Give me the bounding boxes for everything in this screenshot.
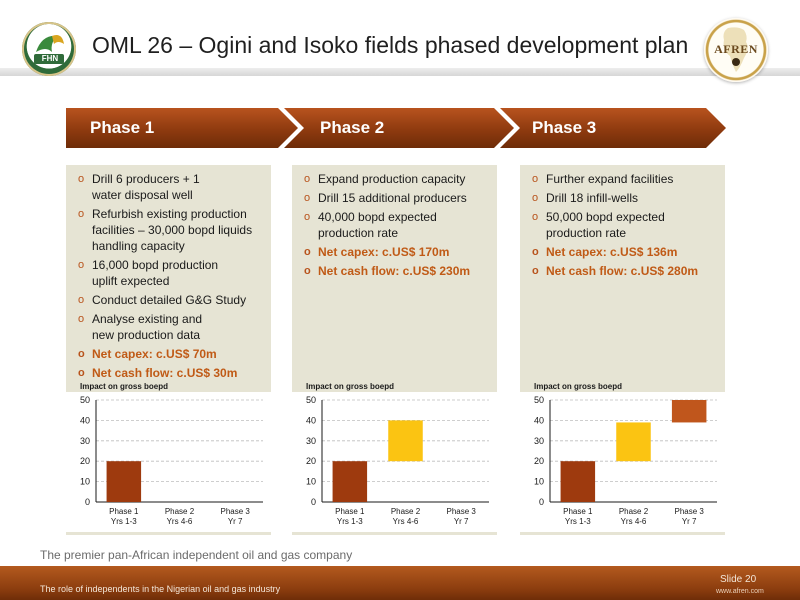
afren-logo-text: AFREN xyxy=(714,42,758,56)
bullet-item: Drill 6 producers + 1 water disposal wel… xyxy=(78,171,222,203)
y-tick-label: 50 xyxy=(534,395,544,405)
fhn-logo-text: FHN xyxy=(41,54,59,63)
x-tick-label: Phase 3 xyxy=(446,507,476,516)
x-tick-label: Yr 7 xyxy=(682,517,697,526)
bullet-item-capex: Net capex: c.US$ 136m xyxy=(532,244,721,260)
phase-2-panel: Expand production capacity Drill 15 addi… xyxy=(292,165,497,535)
bullet-item: 40,000 bopd expected production rate xyxy=(304,209,458,241)
x-tick-label: Yrs 4-6 xyxy=(167,517,193,526)
footer-tagline: The premier pan-African independent oil … xyxy=(40,548,353,562)
bullet-item-cashflow: Net cash flow: c.US$ 30m xyxy=(78,365,267,381)
africa-map-icon xyxy=(723,27,748,72)
phase-2-label: Phase 2 xyxy=(320,118,385,137)
bar-phase-1 xyxy=(560,461,596,502)
phase-arrows xyxy=(66,108,726,148)
slide-number: Slide 20 xyxy=(720,574,757,585)
bullet-item: Drill 15 additional producers xyxy=(304,190,493,206)
bullet-item-capex: Net capex: c.US$ 170m xyxy=(304,244,493,260)
phase-1-label: Phase 1 xyxy=(90,118,155,137)
y-tick-label: 10 xyxy=(534,477,544,487)
x-tick-label: Phase 2 xyxy=(391,507,421,516)
y-tick-label: 30 xyxy=(534,436,544,446)
y-tick-label: 50 xyxy=(80,395,90,405)
bullet-item: 50,000 bopd expected production rate xyxy=(532,209,686,241)
bar-phase-1 xyxy=(332,461,368,502)
x-tick-label: Yr 7 xyxy=(228,517,243,526)
x-tick-label: Phase 1 xyxy=(109,507,139,516)
footer-deck-title: The role of independents in the Nigerian… xyxy=(40,584,281,594)
phase-3-label: Phase 3 xyxy=(532,118,597,137)
bullet-item: Analyse existing and new production data xyxy=(78,311,227,343)
bar-phase-3 xyxy=(671,400,707,423)
x-tick-label: Yrs 1-3 xyxy=(337,517,363,526)
bullet-item: Conduct detailed G&G Study xyxy=(78,292,267,308)
y-tick-label: 20 xyxy=(306,456,316,466)
phase-banner: Phase 1 Phase 2 Phase 3 xyxy=(66,108,726,148)
footer-bar xyxy=(0,566,800,600)
bullet-item-cashflow: Net cash flow: c.US$ 230m xyxy=(304,263,493,279)
y-tick-label: 40 xyxy=(80,415,90,425)
x-tick-label: Phase 3 xyxy=(674,507,704,516)
phase-3-bullets: Further expand facilities Drill 18 infil… xyxy=(532,171,721,282)
x-tick-label: Yrs 1-3 xyxy=(565,517,591,526)
y-tick-label: 20 xyxy=(80,456,90,466)
y-tick-label: 50 xyxy=(306,395,316,405)
bullet-item-cashflow: Net cash flow: c.US$ 280m xyxy=(532,263,721,279)
y-tick-label: 0 xyxy=(539,497,544,507)
bullet-item: Expand production capacity xyxy=(304,171,493,187)
afren-logo: AFREN xyxy=(704,18,768,82)
bar-phase-1 xyxy=(106,461,142,502)
y-tick-label: 10 xyxy=(306,477,316,487)
y-tick-label: 30 xyxy=(80,436,90,446)
bullet-item: Refurbish existing production facilities… xyxy=(78,206,267,254)
x-tick-label: Yrs 1-3 xyxy=(111,517,137,526)
bullet-item-capex: Net capex: c.US$ 70m xyxy=(78,346,267,362)
x-tick-label: Yrs 4-6 xyxy=(621,517,647,526)
fhn-emblem-icon xyxy=(34,35,64,64)
phase-3-arrow xyxy=(500,108,726,148)
bar-phase-2 xyxy=(388,420,423,462)
phase-2-arrow xyxy=(284,108,514,148)
y-tick-label: 0 xyxy=(311,497,316,507)
footer-url: www.afren.com xyxy=(716,588,764,595)
x-tick-label: Phase 1 xyxy=(335,507,365,516)
y-tick-label: 10 xyxy=(80,477,90,487)
y-tick-label: 0 xyxy=(85,497,90,507)
x-tick-label: Phase 3 xyxy=(220,507,250,516)
chart-3-title: Impact on gross boepd xyxy=(534,382,623,391)
bullet-item: Further expand facilities xyxy=(532,171,721,187)
phase-1-bullets: Drill 6 producers + 1 water disposal wel… xyxy=(78,171,267,384)
x-tick-label: Yr 7 xyxy=(454,517,469,526)
chart-2-title: Impact on gross boepd xyxy=(306,382,395,391)
bar-phase-2 xyxy=(616,422,651,462)
y-tick-label: 40 xyxy=(534,415,544,425)
chart-1-title: Impact on gross boepd xyxy=(80,382,169,391)
phase-2-bullets: Expand production capacity Drill 15 addi… xyxy=(304,171,493,282)
phase-1-arrow xyxy=(66,108,298,148)
bullet-item: Drill 18 infill-wells xyxy=(532,190,721,206)
bullet-item: 16,000 bopd production uplift expected xyxy=(78,257,227,289)
y-tick-label: 20 xyxy=(534,456,544,466)
x-tick-label: Yrs 4-6 xyxy=(393,517,419,526)
fhn-logo: FHN xyxy=(22,22,76,76)
header-divider xyxy=(0,68,800,76)
x-tick-label: Phase 2 xyxy=(165,507,195,516)
x-tick-label: Phase 2 xyxy=(619,507,649,516)
y-tick-label: 30 xyxy=(306,436,316,446)
x-tick-label: Phase 1 xyxy=(563,507,593,516)
y-tick-label: 40 xyxy=(306,415,316,425)
page-title: OML 26 – Ogini and Isoko fields phased d… xyxy=(92,32,689,58)
